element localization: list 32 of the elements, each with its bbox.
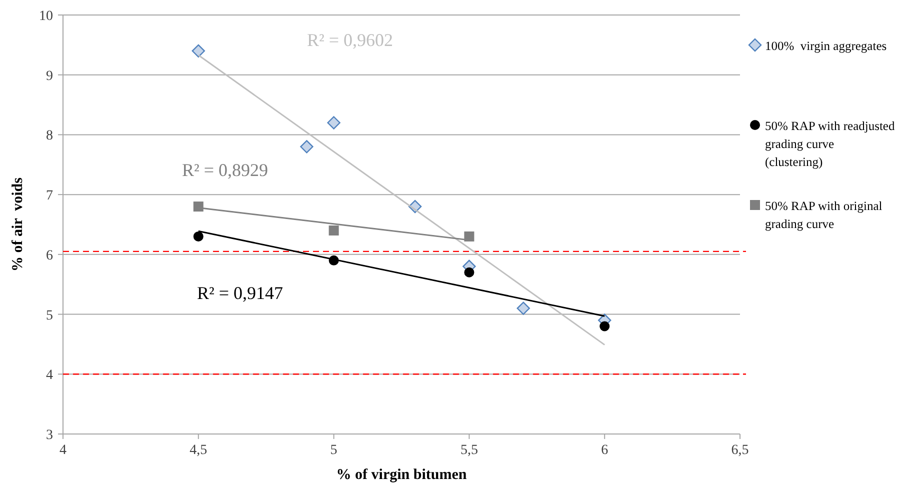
point: [600, 321, 610, 332]
x-tick-label: 4: [60, 443, 66, 458]
x-tick-label: 6,5: [731, 443, 749, 458]
y-tick-label: 5: [46, 308, 53, 324]
y-tick-label: 8: [46, 128, 53, 144]
legend-label: 50% RAP with readjusted grading curve (clustering): [765, 119, 896, 169]
x-tick-label: 5: [330, 443, 338, 458]
y-tick-label: 6: [46, 248, 53, 264]
y-tick-label: 9: [46, 68, 53, 84]
legend-label: 100% virgin aggregates: [765, 39, 887, 53]
point: [193, 202, 204, 212]
x-tick-label: 4,5: [190, 443, 208, 458]
legend-label: 50% RAP with original grading curve: [765, 199, 883, 231]
x-tick-label: 5,5: [460, 443, 478, 458]
point: [464, 267, 474, 278]
y-tick-label: 10: [39, 9, 53, 24]
point: [327, 116, 340, 130]
y-axis-title: % of air voids: [10, 177, 26, 272]
y-tick-label: 3: [46, 428, 53, 443]
point: [300, 140, 314, 154]
point: [328, 225, 339, 236]
point: [464, 231, 474, 242]
point: [192, 44, 205, 58]
annotation: R² = 0,8929: [182, 160, 268, 180]
x-tick-label: 6: [601, 443, 608, 458]
y-tick-label: 4: [46, 368, 53, 384]
y-tick-label: 7: [46, 188, 53, 204]
x-axis-title: % of virgin bitumen: [336, 467, 468, 483]
point: [193, 231, 204, 242]
annotation: R² = 0,9147: [196, 283, 284, 303]
point: [516, 302, 530, 315]
annotation: R² = 0,9602: [306, 30, 394, 50]
